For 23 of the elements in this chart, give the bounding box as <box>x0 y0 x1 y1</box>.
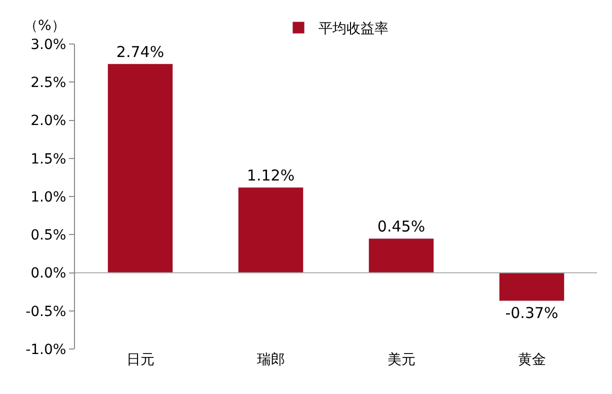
y-tick-label: 0.5% <box>30 228 66 244</box>
bar <box>238 187 304 273</box>
y-tick-label: 1.5% <box>30 151 66 168</box>
data-label: 0.45% <box>377 217 426 236</box>
y-tick-label: 3.0% <box>30 36 66 53</box>
data-label: 1.12% <box>246 166 295 184</box>
x-tick-label: 瑞郎 <box>256 352 285 368</box>
y-tick-label: 2.0% <box>30 113 66 130</box>
legend-label: 平均收益率 <box>318 21 388 38</box>
bar <box>368 238 434 273</box>
y-tick-label: 2.5% <box>30 75 66 92</box>
y-tick-label: 0.0% <box>30 266 66 282</box>
bar <box>107 64 174 273</box>
x-tick-label: 黄金 <box>518 352 546 368</box>
data-label: 2.74% <box>116 42 164 61</box>
y-tick-label: -0.5% <box>26 304 66 320</box>
y-tick-label: -1.0% <box>26 342 66 358</box>
y-axis-title: （%） <box>24 18 66 34</box>
y-tick-label: 1.0% <box>30 189 66 206</box>
x-tick-label: 美元 <box>387 352 416 368</box>
data-label: -0.37% <box>505 304 558 322</box>
bar <box>498 272 565 302</box>
x-tick-label: 日元 <box>126 352 154 368</box>
